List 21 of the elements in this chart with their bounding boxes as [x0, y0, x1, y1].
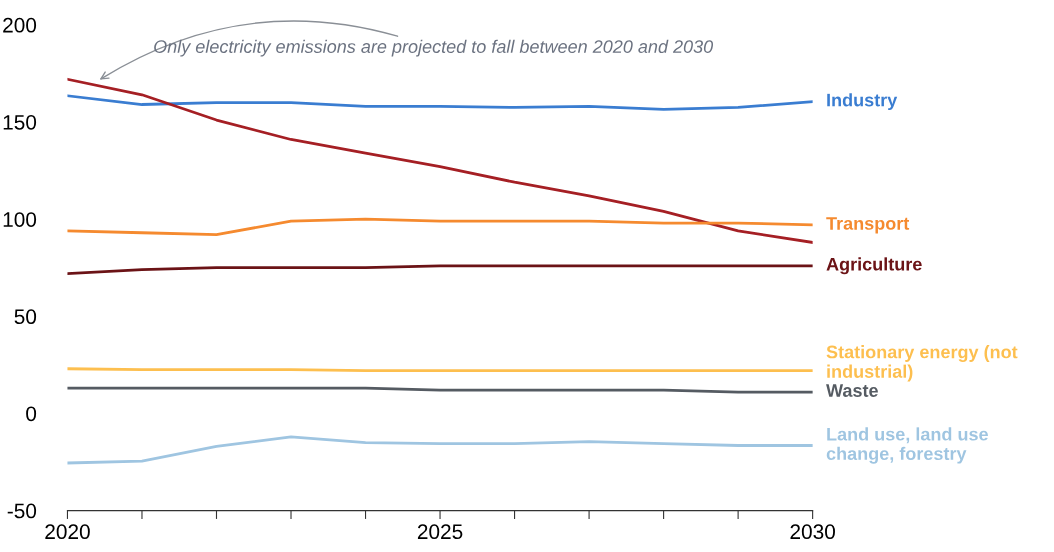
- series-label: Stationary energy (not industrial): [826, 345, 1018, 382]
- y-tick-label: -50: [7, 503, 37, 519]
- series-label: Agriculture: [826, 257, 922, 275]
- series-label: Industry: [827, 93, 898, 111]
- line-series: [67, 94, 813, 111]
- y-tick-label: 0: [26, 406, 37, 422]
- y-tick-label: 50: [14, 309, 37, 325]
- x-tick-label: 2020: [45, 524, 90, 540]
- line-series: [67, 435, 813, 465]
- annotation: Only electricity emissions are projected to fall between 2020 and 2030: [154, 39, 714, 57]
- series-label: Land use, land use change, forestry: [826, 427, 988, 464]
- y-tick-label: 150: [3, 114, 37, 130]
- x-tick-label: 2025: [417, 524, 463, 540]
- series-label: Transport: [826, 217, 910, 234]
- line-series: [67, 217, 813, 237]
- y-tick-label: 200: [3, 17, 37, 33]
- line-series: [67, 77, 813, 244]
- series-label: Waste: [826, 384, 878, 397]
- line-series: [67, 264, 813, 275]
- x-tick-label: 2030: [790, 524, 835, 540]
- y-tick-label: 100: [3, 212, 37, 227]
